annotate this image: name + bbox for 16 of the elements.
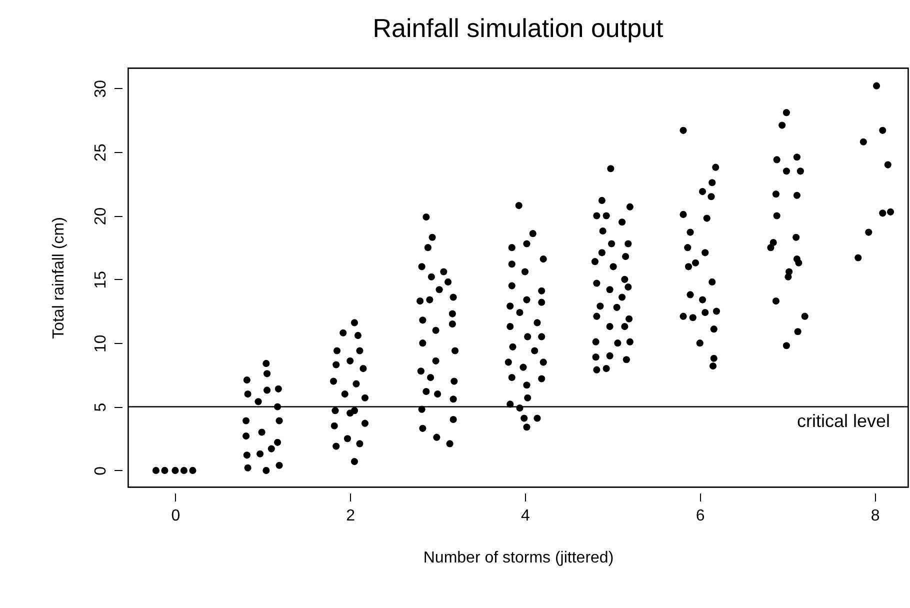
x-tick-label: 4 (521, 508, 530, 524)
y-tick-label: 30 (92, 80, 110, 98)
y-tick-label: 25 (92, 144, 110, 162)
ref-line-label: critical level (796, 410, 890, 431)
y-tick-label: 0 (92, 466, 110, 476)
x-tick-label: 6 (696, 508, 705, 524)
y-tick-label: 5 (92, 402, 110, 412)
x-axis-title: Number of storms (jittered) (423, 550, 614, 566)
y-axis-title: Total rainfall (cm) (50, 217, 68, 339)
y-tick-label: 20 (92, 207, 110, 226)
x-tick-label: 0 (171, 508, 180, 524)
y-tick-label: 15 (92, 270, 110, 289)
x-tick-label: 2 (346, 508, 356, 524)
y-tick-label: 10 (92, 334, 110, 352)
x-tick-label: 8 (870, 508, 880, 524)
chart-title: Rainfall simulation output (372, 13, 664, 43)
